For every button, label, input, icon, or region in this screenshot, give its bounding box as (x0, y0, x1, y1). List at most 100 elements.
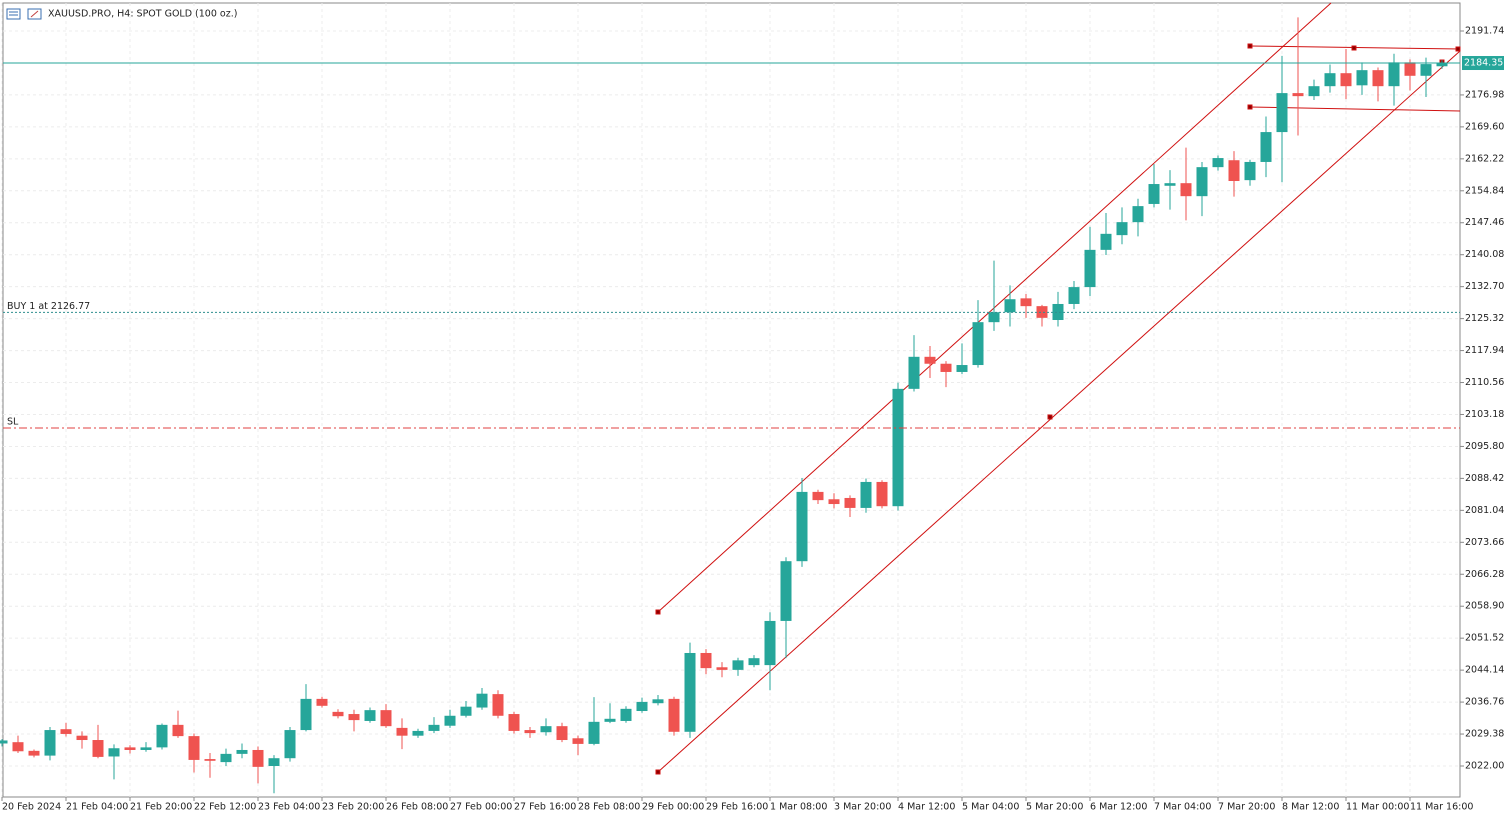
body (1340, 73, 1352, 87)
body (1180, 183, 1192, 197)
body (700, 652, 712, 669)
x-tick-label: 27 Feb 16:00 (514, 802, 576, 813)
y-tick-label: 2140.08 (1465, 249, 1504, 260)
overlay: BUY 1 at 2126.77 SL 2184.35 (3, 56, 1504, 429)
body (188, 736, 200, 760)
last-price-box (1462, 56, 1504, 71)
body (332, 711, 344, 717)
body (1276, 93, 1288, 133)
body (44, 730, 56, 756)
body (1308, 86, 1320, 97)
body (1068, 287, 1080, 304)
y-tick-label: 2022.00 (1465, 760, 1504, 771)
y-tick-label: 2147.46 (1465, 217, 1504, 228)
x-tick-label: 21 Feb 20:00 (130, 802, 192, 813)
body (652, 699, 664, 704)
body (1132, 206, 1144, 223)
x-tick-label: 7 Mar 04:00 (1154, 802, 1211, 813)
body (1420, 64, 1432, 76)
body (60, 729, 72, 734)
y-tick-label: 2162.22 (1465, 153, 1504, 164)
body (28, 750, 40, 756)
body (364, 710, 376, 721)
sl-label: SL (7, 416, 19, 427)
body (156, 724, 168, 748)
body (588, 721, 600, 744)
body (140, 747, 152, 750)
body (1244, 161, 1256, 181)
body (236, 749, 248, 754)
chart-title: XAUUSD.PRO, H4: SPOT GOLD (100 oz.) (48, 9, 237, 20)
body (1324, 73, 1336, 87)
y-tick-label: 2095.80 (1465, 441, 1504, 452)
y-tick-label: 2036.76 (1465, 697, 1504, 708)
body (204, 759, 216, 761)
y-tick-label: 2154.84 (1465, 185, 1504, 196)
body (1084, 249, 1096, 288)
anchor (1247, 43, 1253, 49)
body (348, 714, 360, 721)
x-tick-label: 6 Mar 12:00 (1090, 802, 1147, 813)
last-price-label: 2184.35 (1464, 58, 1503, 69)
body (300, 698, 312, 731)
y-tick-label: 2051.52 (1465, 633, 1504, 644)
body (1100, 233, 1112, 250)
x-tick-label: 20 Feb 2024 (2, 802, 61, 813)
body (124, 747, 136, 750)
icon-list[interactable] (6, 8, 21, 20)
x-tick-label: 3 Mar 20:00 (834, 802, 891, 813)
body (1436, 63, 1448, 67)
body (1372, 70, 1384, 87)
x-tick-label: 26 Feb 08:00 (386, 802, 448, 813)
body (524, 730, 536, 734)
x-tick-label: 23 Feb 20:00 (322, 802, 384, 813)
body (412, 730, 424, 736)
anchor (1047, 414, 1053, 420)
body (76, 735, 88, 741)
y-tick-label: 2088.42 (1465, 473, 1504, 484)
anchor (1247, 104, 1253, 110)
body (1356, 70, 1368, 86)
anchor (655, 609, 661, 615)
y-tick-label: 2029.38 (1465, 729, 1504, 740)
x-tick-label: 29 Feb 16:00 (706, 802, 768, 813)
body (796, 491, 808, 562)
body (508, 714, 520, 731)
body (396, 727, 408, 736)
body (908, 356, 920, 389)
icon-line (30, 10, 39, 18)
y-tick-label: 2169.60 (1465, 121, 1504, 132)
x-tick-label: 5 Mar 20:00 (1026, 802, 1083, 813)
body (940, 363, 952, 372)
x-tick-label: 7 Mar 20:00 (1218, 802, 1275, 813)
y-tick-label: 2176.98 (1465, 89, 1504, 100)
body (1260, 132, 1272, 162)
x-tick-label: 23 Feb 04:00 (258, 802, 320, 813)
plot-frame (2, 2, 1461, 798)
body (924, 356, 936, 364)
x-tick-label: 22 Feb 12:00 (194, 802, 256, 813)
body (844, 497, 856, 508)
body (556, 726, 568, 741)
body (892, 388, 904, 507)
body (1212, 158, 1224, 168)
x-tick-label: 5 Mar 04:00 (962, 802, 1019, 813)
anchor (1351, 45, 1357, 51)
body (492, 694, 504, 716)
body (1388, 62, 1400, 87)
body (812, 491, 824, 501)
body (1228, 160, 1240, 182)
body (172, 724, 184, 737)
body (380, 710, 392, 727)
body (1020, 298, 1032, 307)
anchor (1455, 46, 1461, 52)
body (716, 667, 728, 670)
x-tick-label: 29 Feb 00:00 (642, 802, 704, 813)
y-tick-label: 2081.04 (1465, 505, 1504, 516)
body (876, 481, 888, 507)
body (1196, 167, 1208, 197)
body (1148, 184, 1160, 204)
y-tick-label: 2044.14 (1465, 665, 1504, 676)
x-tick-label: 11 Mar 16:00 (1410, 802, 1473, 813)
header-icons (6, 8, 42, 20)
